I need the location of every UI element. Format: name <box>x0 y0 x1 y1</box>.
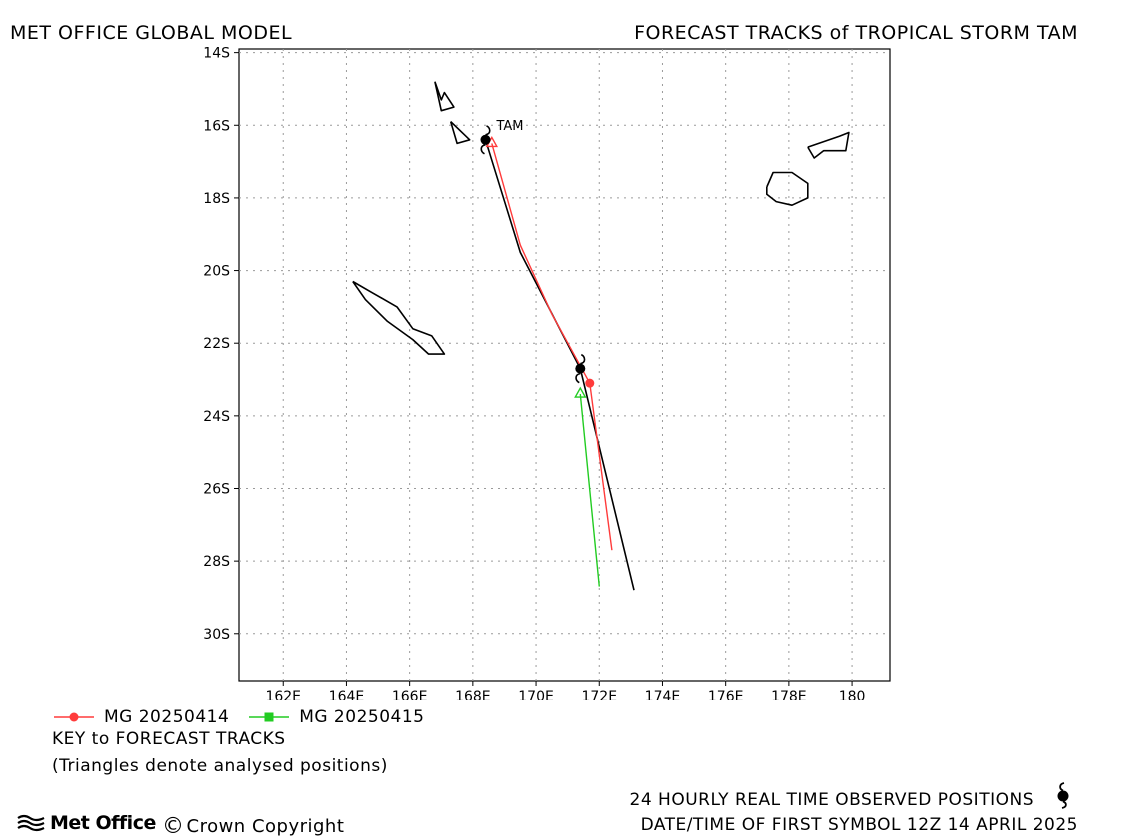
tracks: TAM <box>480 119 635 591</box>
cyclone-arm <box>575 372 581 384</box>
cyclone-dot <box>575 363 586 374</box>
coastline <box>765 171 809 206</box>
coastline <box>434 81 455 112</box>
copyright-text: Crown Copyright <box>186 816 345 837</box>
y-tick-label: 30S <box>203 627 230 643</box>
x-tick-label: 162E <box>265 689 301 700</box>
analysed-position-triangle <box>574 386 587 398</box>
cyclone-arm <box>480 144 486 155</box>
x-tick-label: 164E <box>329 689 365 700</box>
observed-positions-label: 24 HOURLY REAL TIME OBSERVED POSITIONS <box>629 790 1034 810</box>
storm-name-label: TAM <box>495 119 523 134</box>
legend-green-line-square-icon <box>249 712 290 722</box>
axes: 162E 164E 166E 168E 170E 172E 174E 176E 178E 180 1… <box>203 46 865 700</box>
legend-item-mg-20250414: MG 20250414 <box>52 707 229 727</box>
y-tick-label: 24S <box>203 409 230 425</box>
y-tick-label: 16S <box>203 118 230 134</box>
plot-frame <box>238 48 891 682</box>
y-tick-label: 14S <box>203 46 230 62</box>
coastlines <box>352 81 850 355</box>
key-title: KEY to FORECAST TRACKS <box>52 729 286 749</box>
coastline <box>449 121 471 145</box>
legend-item-mg-20250415: MG 20250415 <box>247 707 424 727</box>
cyclone-arm <box>580 353 586 365</box>
legend: MG 20250414 MG 20250415 <box>52 707 436 728</box>
legend-label-mg-20250414: MG 20250414 <box>104 707 230 727</box>
forecast-track-line-0 <box>491 143 613 551</box>
observed-cyclone-symbol <box>480 125 491 155</box>
x-tick-label: 168E <box>455 689 491 700</box>
forecast-position-marker <box>585 378 595 388</box>
x-tick-label: 180 <box>839 689 866 700</box>
x-tick-label: 176E <box>708 689 744 700</box>
first-symbol-date: DATE/TIME OF FIRST SYMBOL 12Z 14 APRIL 2… <box>640 815 1078 835</box>
met-office-logo: Met Office <box>16 812 156 834</box>
y-tick-label: 18S <box>203 191 230 207</box>
x-tick-label: 170E <box>518 689 554 700</box>
forecast-track-line-1 <box>579 394 600 587</box>
y-tick-label: 28S <box>203 554 230 570</box>
met-office-waves-icon <box>17 814 45 832</box>
copyright: © Crown Copyright <box>162 814 344 839</box>
observed-cyclone-symbol <box>575 353 586 384</box>
header-chart-title: FORECAST TRACKS of TROPICAL STORM TAM <box>634 22 1078 44</box>
key-note: (Triangles denote analysed positions) <box>52 756 388 776</box>
grid-lines <box>239 49 890 681</box>
coastline <box>807 131 850 159</box>
header-model-title: MET OFFICE GLOBAL MODEL <box>10 22 293 44</box>
y-tick-label: 22S <box>203 336 230 352</box>
coastline <box>352 280 446 355</box>
x-tick-label: 172E <box>581 689 617 700</box>
legend-red-line-circle-icon <box>54 712 94 722</box>
observed-track-line <box>484 139 635 591</box>
y-tick-label: 20S <box>203 264 230 280</box>
y-tick-label: 26S <box>203 481 230 497</box>
x-tick-label: 174E <box>645 689 681 700</box>
track-map-chart: TAM 162E 164E 166E 168E 170E 172E 174E 176E 178E… <box>203 46 891 700</box>
brand-name: Met Office <box>50 812 156 834</box>
x-tick-label: 178E <box>771 689 807 700</box>
x-tick-label: 166E <box>392 689 428 700</box>
cyclone-arm <box>485 125 491 136</box>
copyright-icon: © <box>162 814 185 839</box>
legend-label-mg-20250415: MG 20250415 <box>299 707 425 727</box>
cyclone-dot <box>480 134 491 145</box>
cyclone-symbol-icon <box>1057 782 1069 809</box>
